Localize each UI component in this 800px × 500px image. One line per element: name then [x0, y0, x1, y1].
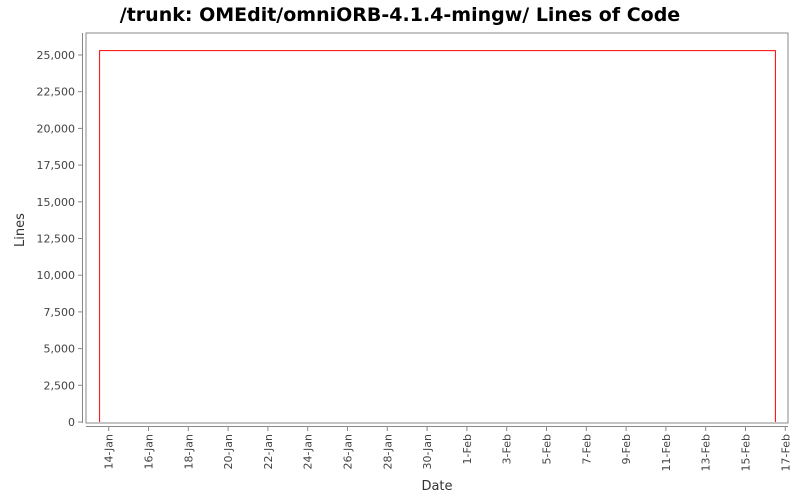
x-tick-label: 20-Jan [222, 434, 235, 470]
x-tick-label: 14-Jan [103, 434, 116, 470]
x-tick-label: 9-Feb [620, 434, 633, 464]
y-tick-label: 20,000 [37, 122, 76, 135]
x-tick-label: 13-Feb [700, 434, 713, 471]
x-tick-label: 28-Jan [381, 434, 394, 470]
y-tick-label: 17,500 [37, 159, 76, 172]
x-tick-label: 18-Jan [182, 434, 195, 470]
x-tick-label: 24-Jan [302, 434, 315, 470]
y-tick-label: 7,500 [44, 306, 76, 319]
chart-title: /trunk: OMEdit/omniORB-4.1.4-mingw/ Line… [120, 4, 680, 26]
x-tick-label: 3-Feb [501, 434, 514, 464]
y-tick-label: 2,500 [44, 379, 76, 392]
x-tick-label: 30-Jan [421, 434, 434, 470]
y-axis-label: Lines [13, 213, 28, 247]
x-tick-label: 16-Jan [143, 434, 156, 470]
y-tick-label: 10,000 [37, 269, 76, 282]
x-axis-label: Date [421, 479, 452, 494]
y-tick-label: 12,500 [37, 233, 76, 246]
y-tick-label: 15,000 [37, 196, 76, 209]
x-tick-label: 15-Feb [740, 434, 753, 471]
x-tick-label: 1-Feb [461, 434, 474, 464]
y-tick-label: 0 [68, 416, 75, 429]
x-tick-label: 7-Feb [580, 434, 593, 464]
x-tick-label: 5-Feb [541, 434, 554, 464]
plot-area [85, 32, 789, 424]
y-tick-label: 22,500 [37, 86, 76, 99]
x-tick-label: 17-Feb [779, 434, 792, 471]
x-tick-label: 26-Jan [342, 434, 355, 470]
x-tick-label: 22-Jan [262, 434, 275, 470]
y-tick-label: 5,000 [44, 343, 76, 356]
series-line [99, 50, 776, 422]
x-tick-label: 11-Feb [660, 434, 673, 471]
y-tick-label: 25,000 [37, 49, 76, 62]
